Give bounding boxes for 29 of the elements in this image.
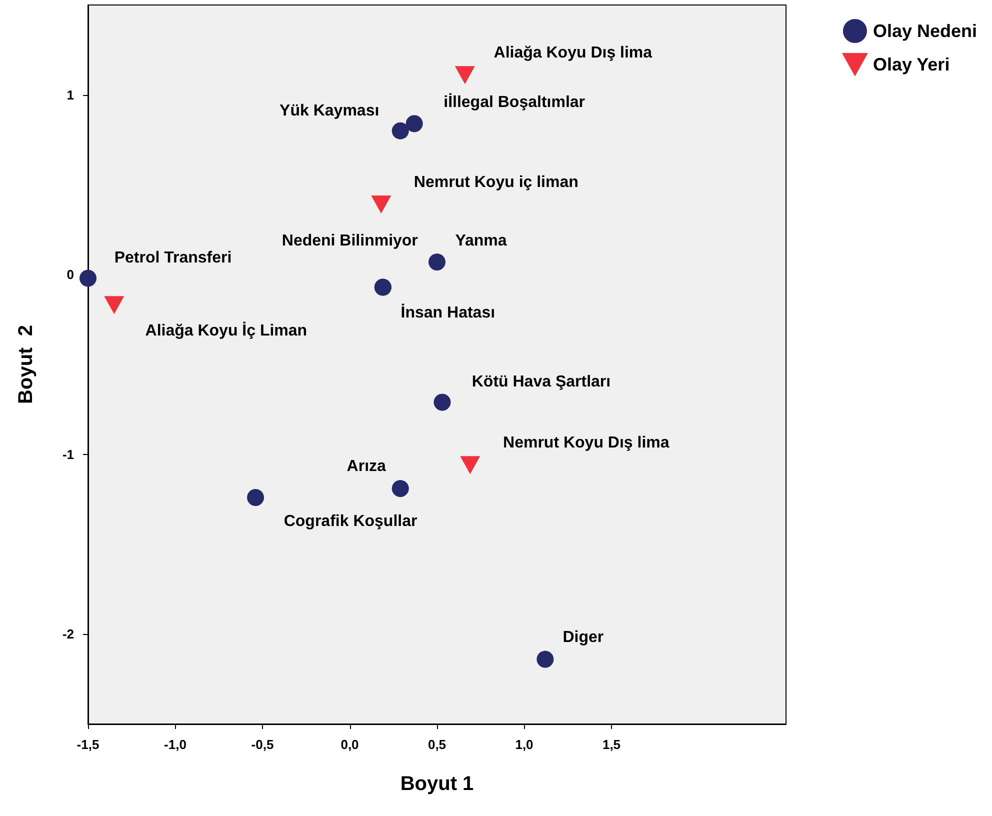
y-tick-label: 0 bbox=[66, 267, 74, 282]
x-tick-label: 0,0 bbox=[340, 737, 359, 752]
x-axis-title: Boyut 1 bbox=[400, 773, 474, 795]
x-tick-label: -1,0 bbox=[164, 737, 186, 752]
data-label: Arıza bbox=[346, 458, 386, 476]
y-tick-label: -1 bbox=[62, 446, 74, 462]
y-axis-title: Boyut 2 bbox=[15, 325, 37, 404]
data-label: Petrol Transferi bbox=[114, 250, 232, 267]
legend-label: Olay Yeri bbox=[872, 54, 950, 75]
legend-label: Olay Nedeni bbox=[872, 21, 978, 41]
data-label: İnsan Hatası bbox=[400, 304, 496, 322]
data-label: Nedeni Bilinmiyor bbox=[282, 232, 418, 250]
data-label: Kötü Hava Şartları bbox=[472, 374, 611, 391]
data-label: Yanma bbox=[455, 232, 507, 250]
data-label: Yük Kayması bbox=[280, 102, 380, 120]
data-label: Nemrut Koyu Dış lima bbox=[503, 434, 670, 452]
y-tick-label: -2 bbox=[62, 626, 74, 642]
data-label: Diger bbox=[562, 628, 604, 646]
y-tick-label: 1 bbox=[66, 87, 74, 102]
x-tick-label: 1,5 bbox=[602, 737, 621, 752]
data-label: iİllegal Boşaltımlar bbox=[444, 93, 586, 112]
data-label: Nemrut Koyu iç liman bbox=[414, 174, 578, 192]
x-tick-label: 0,5 bbox=[428, 737, 446, 752]
data-label: Cografik Koşullar bbox=[284, 513, 418, 530]
x-tick-label: -1,5 bbox=[76, 737, 100, 752]
data-label: Aliağa Koyu Dış lima bbox=[494, 44, 652, 62]
x-tick-label: 1,0 bbox=[515, 737, 534, 752]
data-label: Aliağa Koyu İç Liman bbox=[145, 322, 308, 340]
x-tick-label: -0,5 bbox=[251, 737, 274, 752]
